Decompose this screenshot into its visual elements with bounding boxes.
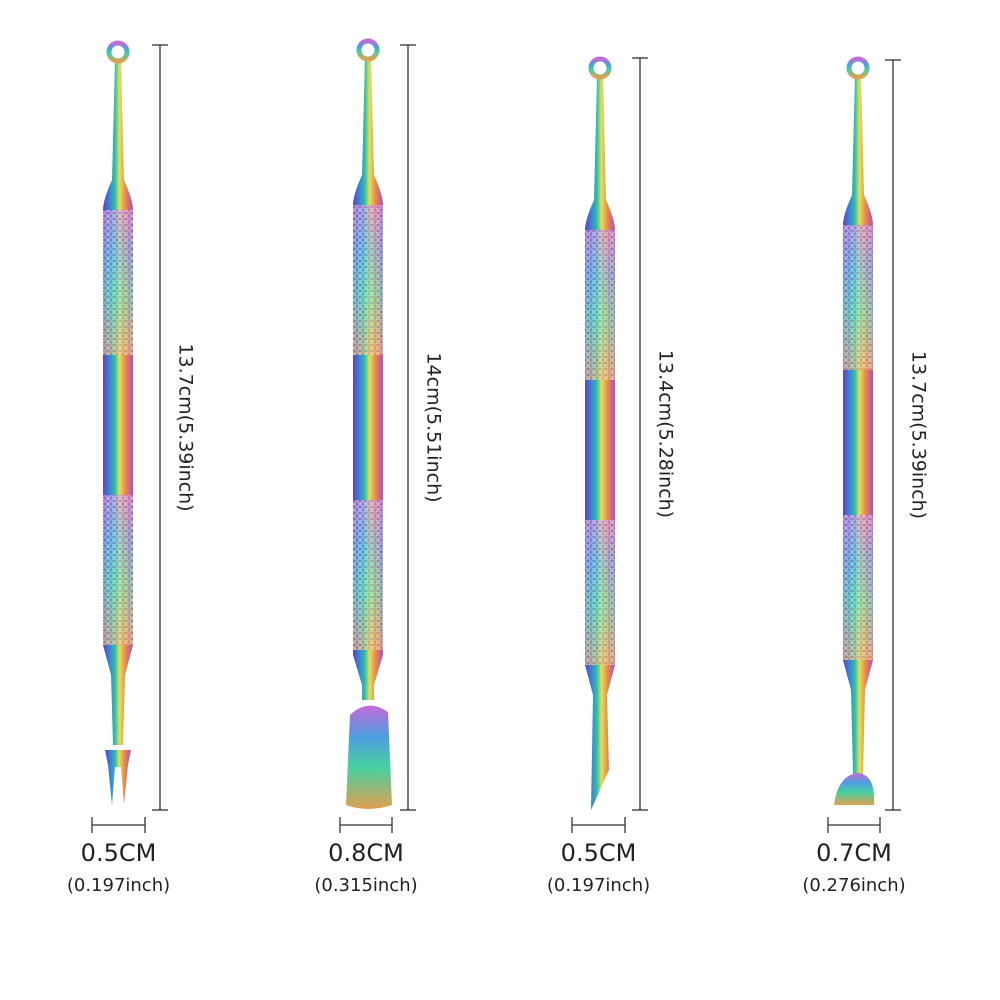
knurl-texture <box>353 205 383 355</box>
tool <box>103 40 133 805</box>
tool <box>834 56 875 805</box>
width-label: 0.5CM <box>561 839 637 867</box>
tool-tip <box>585 665 615 810</box>
tool-tip <box>103 645 133 745</box>
tool <box>346 38 392 809</box>
length-label: 13.7cm(5.39inch) <box>908 351 930 519</box>
knurl-texture <box>843 515 873 660</box>
knurl-texture <box>585 520 615 665</box>
tool-shaft <box>103 60 133 210</box>
knurl-texture <box>103 495 133 645</box>
tool-ring <box>846 56 870 80</box>
width-inch-label: (0.276inch) <box>802 875 905 896</box>
knurl-texture <box>585 230 615 380</box>
tool-tip <box>346 705 392 809</box>
width-label: 0.7CM <box>816 839 892 867</box>
width-label: 0.8CM <box>328 839 404 867</box>
tool-tip <box>105 750 131 805</box>
width-inch-label: (0.197inch) <box>67 875 170 896</box>
length-label: 14cm(5.51inch) <box>423 352 445 502</box>
tool-ring <box>106 40 130 64</box>
tool-shaft <box>353 58 383 205</box>
tool <box>585 56 615 810</box>
length-label: 13.7cm(5.39inch) <box>175 343 197 511</box>
width-inch-label: (0.197inch) <box>547 875 650 896</box>
tool-shaft <box>843 76 873 225</box>
tool-ring <box>356 38 380 62</box>
tool-tip <box>353 655 383 700</box>
tool-tip <box>843 660 873 775</box>
tool-tip <box>834 773 875 805</box>
tool-ring <box>588 56 612 80</box>
knurl-texture <box>843 225 873 370</box>
width-label: 0.5CM <box>81 839 157 867</box>
width-inch-label: (0.315inch) <box>314 875 417 896</box>
tool-shaft <box>585 76 615 230</box>
length-label: 13.4cm(5.28inch) <box>655 350 677 518</box>
knurl-texture <box>353 500 383 650</box>
knurl-texture <box>103 210 133 355</box>
